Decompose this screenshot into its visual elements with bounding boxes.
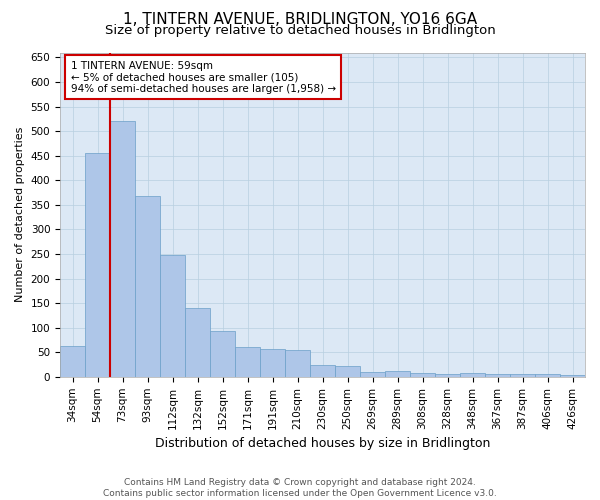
Bar xyxy=(110,122,135,377)
Bar xyxy=(435,374,460,377)
Text: Contains HM Land Registry data © Crown copyright and database right 2024.
Contai: Contains HM Land Registry data © Crown c… xyxy=(103,478,497,498)
Bar xyxy=(560,375,585,377)
Bar xyxy=(385,371,410,377)
Text: 1 TINTERN AVENUE: 59sqm
← 5% of detached houses are smaller (105)
94% of semi-de: 1 TINTERN AVENUE: 59sqm ← 5% of detached… xyxy=(71,60,335,94)
Bar xyxy=(310,365,335,377)
Bar xyxy=(60,346,85,377)
Text: 1, TINTERN AVENUE, BRIDLINGTON, YO16 6GA: 1, TINTERN AVENUE, BRIDLINGTON, YO16 6GA xyxy=(123,12,477,28)
Bar xyxy=(510,374,535,377)
X-axis label: Distribution of detached houses by size in Bridlington: Distribution of detached houses by size … xyxy=(155,437,490,450)
Bar xyxy=(285,350,310,377)
Bar xyxy=(135,196,160,377)
Bar xyxy=(460,374,485,377)
Bar xyxy=(235,348,260,377)
Bar xyxy=(210,331,235,377)
Bar xyxy=(185,308,210,377)
Bar xyxy=(360,372,385,377)
Bar xyxy=(260,349,285,377)
Bar xyxy=(485,374,510,377)
Bar xyxy=(85,153,110,377)
Bar xyxy=(160,256,185,377)
Bar xyxy=(410,374,435,377)
Y-axis label: Number of detached properties: Number of detached properties xyxy=(15,127,25,302)
Bar xyxy=(335,366,360,377)
Text: Size of property relative to detached houses in Bridlington: Size of property relative to detached ho… xyxy=(104,24,496,37)
Bar xyxy=(535,374,560,377)
